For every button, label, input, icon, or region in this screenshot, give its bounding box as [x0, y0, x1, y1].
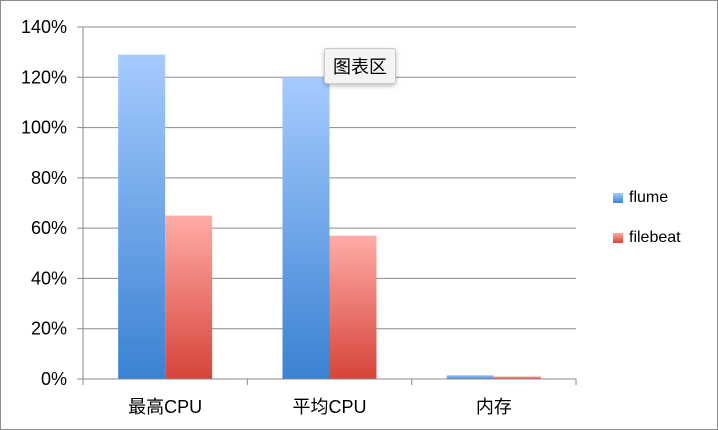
- legend-item-filebeat: filebeat: [613, 227, 713, 249]
- y-tick-label: 120%: [21, 67, 67, 87]
- bar-flume-1[interactable]: [282, 77, 330, 380]
- y-tick-label: 140%: [21, 17, 67, 37]
- y-tick-label: 40%: [31, 268, 67, 288]
- legend-label-flume: flume: [629, 189, 669, 206]
- x-category-label: 内存: [476, 397, 512, 417]
- bar-filebeat-0[interactable]: [165, 215, 213, 379]
- bar-filebeat-2[interactable]: [493, 376, 541, 379]
- x-category-label: 最高CPU: [128, 397, 202, 417]
- bar-filebeat-1[interactable]: [329, 235, 377, 379]
- bar-flume-2[interactable]: [446, 375, 494, 379]
- x-category-label: 平均CPU: [292, 397, 366, 417]
- legend: flume filebeat: [613, 187, 713, 267]
- legend-item-flume: flume: [613, 187, 713, 209]
- bar-flume-0[interactable]: [118, 54, 166, 380]
- legend-swatch-filebeat: [613, 233, 623, 243]
- bars: [118, 54, 541, 380]
- y-tick-label: 60%: [31, 218, 67, 238]
- axes: [82, 27, 577, 385]
- y-tick-label: 20%: [31, 319, 67, 339]
- y-axis-ticks: 0% 20% 40% 60% 80% 100% 120% 140%: [21, 17, 83, 389]
- x-axis-labels: 最高CPU 平均CPU 内存: [128, 397, 512, 417]
- legend-swatch-flume: [613, 193, 623, 203]
- y-tick-label: 100%: [21, 118, 67, 138]
- chart-area-tooltip: 图表区: [324, 48, 396, 84]
- legend-label-filebeat: filebeat: [629, 229, 681, 246]
- y-tick-label: 80%: [31, 168, 67, 188]
- y-tick-label: 0%: [41, 369, 67, 389]
